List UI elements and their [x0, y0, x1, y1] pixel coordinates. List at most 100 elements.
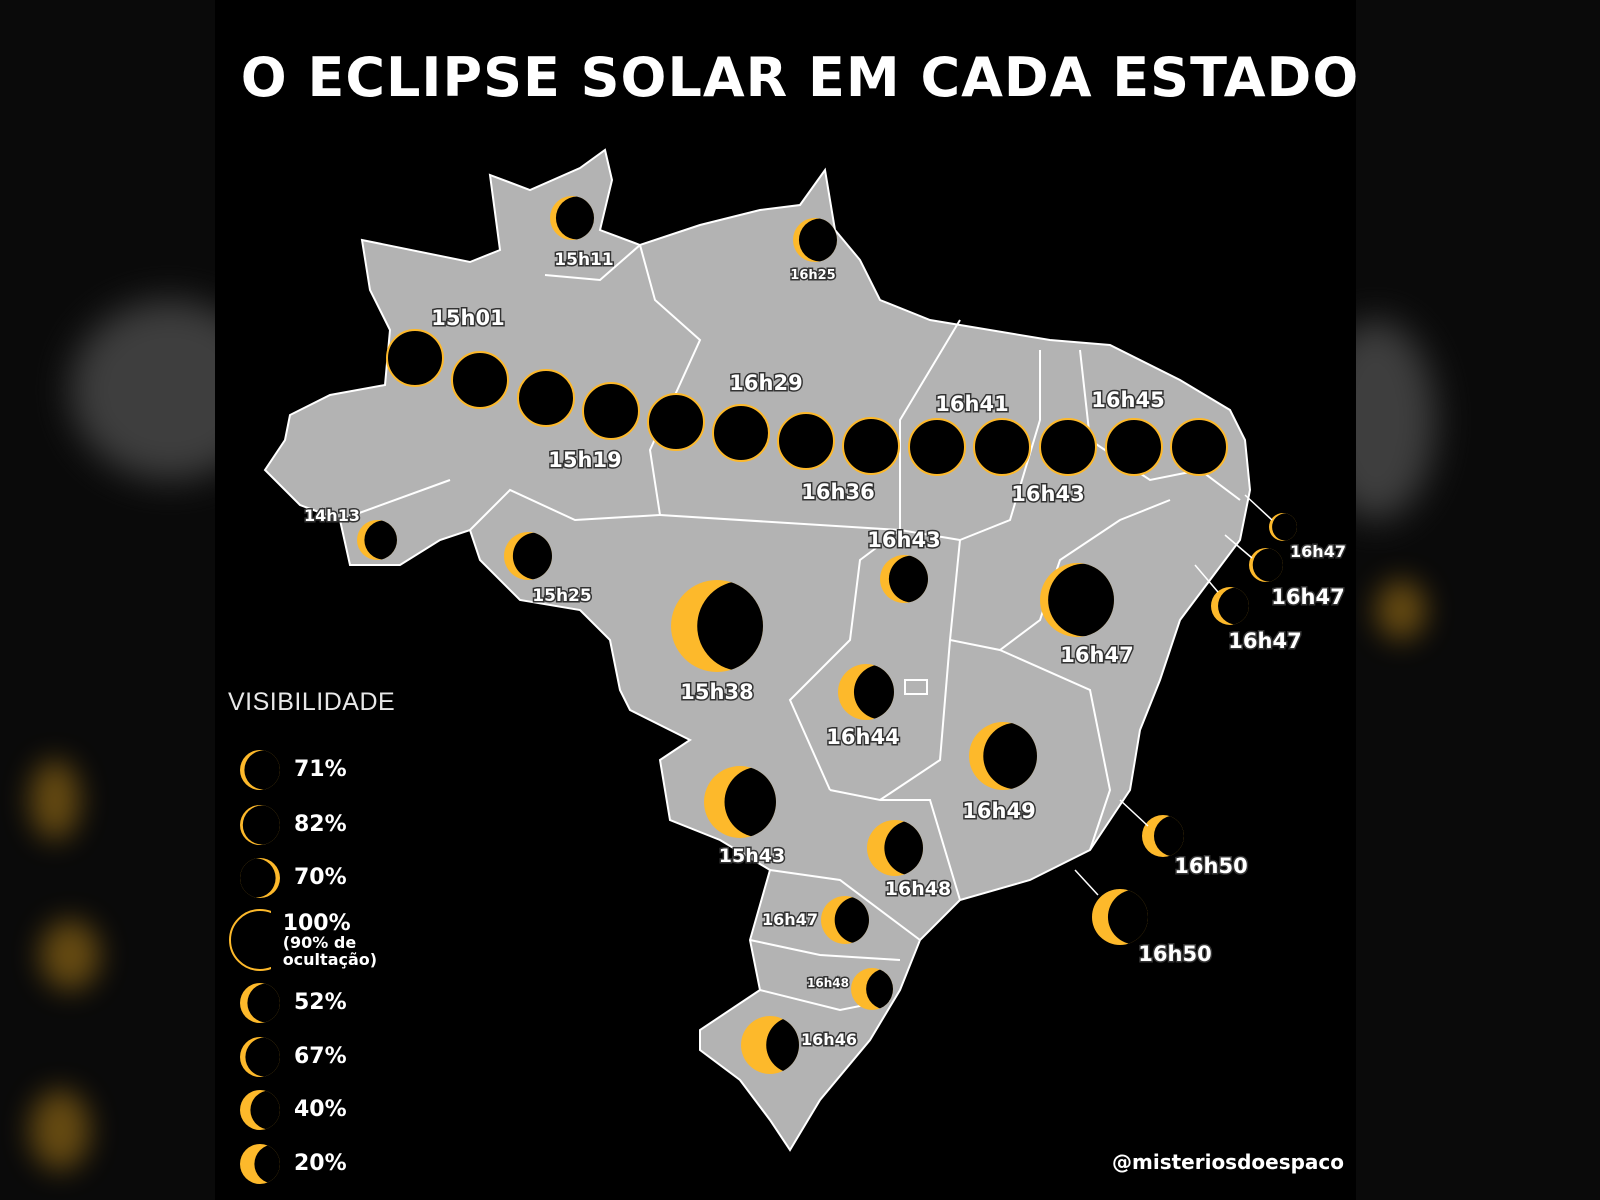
- moon-disk: [866, 968, 893, 1010]
- eclipse-total-icon: [1039, 418, 1097, 476]
- eclipse-marker: [838, 664, 894, 720]
- moon-disk: [834, 896, 869, 944]
- eclipse-marker-annular: [712, 404, 770, 462]
- eclipse-marker: [357, 520, 397, 560]
- eclipse-marker: [821, 896, 869, 944]
- time-label: 15h25: [532, 586, 591, 606]
- time-label: 16h47: [1271, 585, 1344, 609]
- eclipse-marker: [867, 820, 923, 876]
- eclipse-total-icon: [517, 369, 575, 427]
- moon-disk: [245, 1037, 280, 1077]
- eclipse-marker-annular: [451, 351, 509, 409]
- legend-eclipse: [240, 1144, 280, 1184]
- eclipse-marker-annular: [973, 418, 1031, 476]
- eclipse-total-icon: [451, 351, 509, 409]
- eclipse-marker: [550, 196, 594, 240]
- moon-disk: [1153, 815, 1184, 857]
- moon-disk: [240, 858, 276, 898]
- moon-disk: [555, 196, 594, 240]
- eclipse-marker: [671, 580, 763, 672]
- moon-disk: [242, 805, 280, 845]
- legend-label: 40%: [294, 1097, 347, 1123]
- eclipse-marker: [851, 968, 893, 1010]
- eclipse-marker-annular: [582, 382, 640, 440]
- eclipse-total-icon: [582, 382, 640, 440]
- moon-disk: [512, 532, 552, 580]
- time-label: 15h43: [719, 845, 785, 867]
- eclipse-phase-icon: [240, 750, 280, 790]
- eclipse-marker-annular: [842, 417, 900, 475]
- moon-disk: [247, 983, 280, 1023]
- time-label: 16h49: [962, 799, 1035, 823]
- eclipse-total-icon: [229, 909, 271, 971]
- time-label: 16h25: [790, 268, 835, 283]
- legend-eclipse: [240, 983, 280, 1023]
- legend-item: 100% (90% de ocultação): [228, 908, 398, 972]
- eclipse-marker-annular: [647, 393, 705, 451]
- legend-eclipse: [240, 858, 280, 898]
- eclipse-phase-icon: [240, 983, 280, 1023]
- eclipse-marker: [793, 218, 837, 262]
- moon-disk: [697, 580, 763, 672]
- legend-item: 67%: [228, 1035, 347, 1079]
- time-label: 16h47: [1228, 629, 1301, 653]
- eclipse-marker-annular: [908, 418, 966, 476]
- legend: VISIBILIDADE 71% 82% 70% 100% (90% de oculta…: [228, 688, 395, 1184]
- legend-eclipse: [240, 805, 280, 845]
- moon-disk: [888, 555, 928, 603]
- time-label: 16h47: [1060, 643, 1133, 667]
- eclipse-total-icon: [1105, 418, 1163, 476]
- moon-disk: [798, 218, 837, 262]
- eclipse-marker: [1142, 815, 1184, 857]
- eclipse-marker-annular: [386, 329, 444, 387]
- time-label: 15h01: [431, 306, 504, 330]
- time-label: 16h47: [762, 910, 818, 929]
- eclipse-total-icon: [647, 393, 705, 451]
- eclipse-total-icon: [973, 418, 1031, 476]
- legend-eclipse: [229, 909, 271, 971]
- eclipse-marker-annular: [1039, 418, 1097, 476]
- legend-label: 52%: [294, 990, 347, 1016]
- time-label: 16h50: [1174, 854, 1247, 878]
- time-label: 16h50: [1138, 942, 1211, 966]
- time-label: 15h19: [548, 448, 621, 472]
- eclipse-total-icon: [1170, 418, 1228, 476]
- eclipse-marker: [880, 555, 928, 603]
- legend-item: 52%: [228, 981, 347, 1025]
- legend-item: 20%: [228, 1142, 347, 1186]
- moon-disk: [244, 750, 280, 790]
- eclipse-phase-icon: [240, 1144, 280, 1184]
- time-label: 15h38: [680, 680, 753, 704]
- time-label: 16h29: [729, 371, 802, 395]
- legend-item: 70%: [228, 856, 347, 900]
- eclipse-total-icon: [842, 417, 900, 475]
- legend-item: 71%: [228, 748, 347, 792]
- eclipse-total-icon: [908, 418, 966, 476]
- moon-disk: [853, 664, 894, 720]
- eclipse-phase-icon: [240, 858, 280, 898]
- brazil-outline: [263, 148, 1252, 1152]
- eclipse-phase-icon: [229, 909, 271, 971]
- eclipse-marker: [741, 1016, 799, 1074]
- eclipse-total-icon: [386, 329, 444, 387]
- time-label: 16h48: [885, 878, 951, 900]
- legend-eclipse: [240, 1037, 280, 1077]
- eclipse-phase-icon: [240, 805, 280, 845]
- legend-label: 100%: [282, 910, 351, 936]
- legend-label: 71%: [294, 757, 347, 783]
- legend-sublabel: (90% de ocultação): [282, 932, 378, 969]
- time-label: 14h13: [304, 506, 360, 525]
- moon-disk: [1048, 563, 1114, 637]
- legend-label: 82%: [294, 812, 347, 838]
- blurred-background-left: [0, 0, 215, 1200]
- legend-label: 20%: [294, 1151, 347, 1177]
- eclipse-markers: 15h01 15h19 16h29 16h36 16h41 16h43 16h45 15h11…: [303, 196, 1347, 1074]
- eclipse-marker: [1040, 563, 1114, 637]
- moon-disk: [1272, 513, 1297, 541]
- eclipse-marker: [504, 532, 552, 580]
- moon-disk: [724, 766, 776, 838]
- legend-label: 70%: [294, 865, 347, 891]
- time-label: 16h41: [935, 392, 1008, 416]
- eclipse-marker-annular: [777, 412, 835, 470]
- legend-label: 67%: [294, 1044, 347, 1070]
